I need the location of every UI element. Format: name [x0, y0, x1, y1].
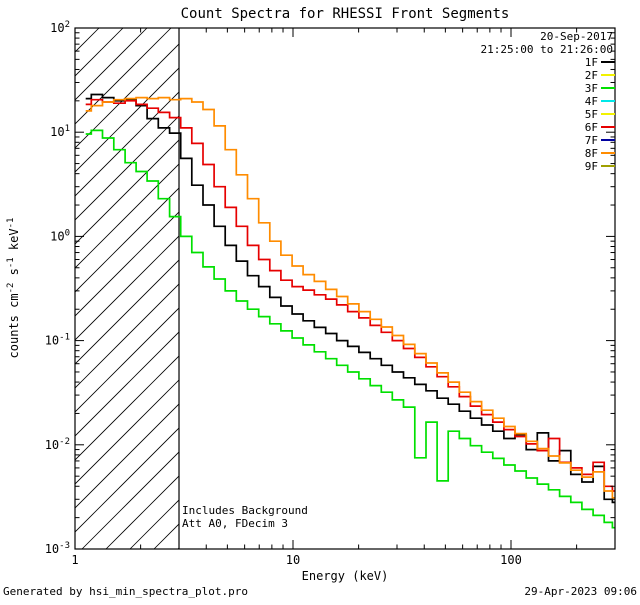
hatch-line — [75, 427, 179, 533]
masked-low-energy-region — [75, 28, 179, 549]
y-tick-label: 102 — [50, 20, 70, 35]
axes-frame — [74, 27, 616, 550]
legend-item-label-9F: 9F — [585, 160, 598, 173]
hatch-line — [105, 475, 179, 549]
observation-date: 20-Sep-2017 — [540, 30, 613, 43]
hatch-line — [75, 67, 179, 173]
hatch-line — [75, 235, 179, 341]
hatch-line — [75, 115, 179, 221]
observation-time-range: 21:25:00 to 21:26:00 — [481, 43, 613, 56]
x-tick-label: 1 — [71, 553, 78, 567]
y-tick-label: 101 — [50, 124, 70, 139]
annotation-includes-background: Includes Background — [182, 504, 308, 517]
series-curve-1F — [85, 93, 615, 504]
y-tick-label: 10-2 — [45, 437, 70, 452]
hatch-line — [75, 283, 179, 389]
legend-item-label-5F: 5F — [585, 108, 598, 121]
tick-labels: 1 10 100 102 101 100 10-1 10-2 10-3 — [45, 20, 522, 567]
footer-generation-timestamp: 29-Apr-2023 09:06 — [524, 585, 637, 598]
plot-frame — [74, 27, 616, 550]
y-tick-label: 10-3 — [45, 541, 70, 556]
hatch-line — [75, 379, 179, 485]
hatch-line — [153, 523, 179, 549]
legend-item-label-3F: 3F — [585, 82, 598, 95]
spectra-curves — [85, 93, 615, 529]
hatch-line — [75, 331, 179, 437]
hatch-line — [75, 28, 172, 125]
legend-item-label-8F: 8F — [585, 147, 598, 160]
hatch-line — [75, 403, 179, 509]
hatch-line — [75, 28, 124, 77]
plot-title: Count Spectra for RHESSI Front Segments — [181, 6, 510, 22]
legend-item-label-7F: 7F — [585, 134, 598, 147]
hatch-line — [129, 499, 179, 549]
hatch-line — [75, 259, 179, 365]
hatch-line — [75, 163, 179, 269]
legend-item-label-6F: 6F — [585, 121, 598, 134]
x-axis-label: Energy (keV) — [302, 569, 389, 583]
y-axis-label: counts cm-2 s-1 keV-1 — [6, 218, 21, 359]
annotation-attenuator-state: Att A0, FDecim 3 — [182, 517, 288, 530]
y-tick-label: 10-1 — [45, 333, 70, 348]
x-tick-label: 10 — [286, 553, 300, 567]
hatch-line — [75, 211, 179, 317]
hatch-line — [75, 43, 179, 149]
hatch-line — [75, 28, 148, 101]
hatch-line — [75, 91, 179, 197]
hatch-line — [81, 451, 179, 549]
series-curve-8F — [85, 96, 615, 499]
legend-item-label-1F: 1F — [585, 56, 598, 69]
x-tick-label: 100 — [500, 553, 522, 567]
hatch-line — [75, 187, 179, 293]
footer-generator-credit: Generated by hsi_min_spectra_plot.pro — [3, 585, 248, 598]
hatch-line — [75, 355, 179, 461]
legend-item-label-2F: 2F — [585, 69, 598, 82]
y-tick-label: 100 — [50, 228, 70, 243]
hatch-line — [75, 307, 179, 413]
series-curve-6F — [85, 98, 615, 492]
series-curve-3F — [85, 129, 615, 529]
legend-item-label-4F: 4F — [585, 95, 598, 108]
